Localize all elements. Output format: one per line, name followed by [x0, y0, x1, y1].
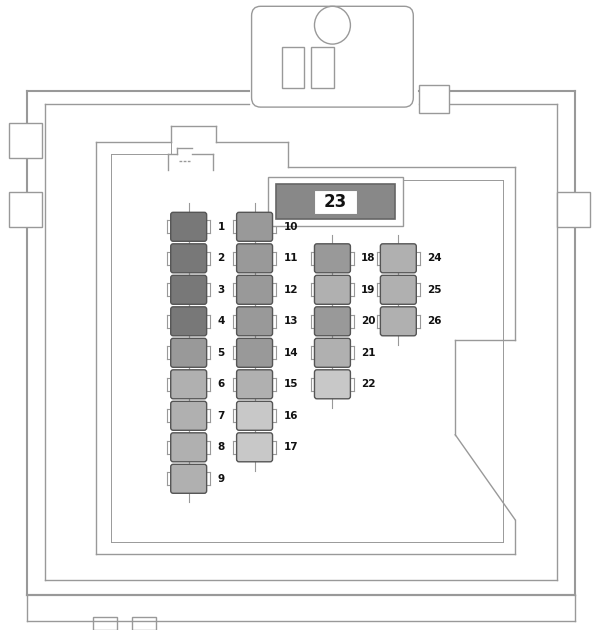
- Bar: [9, 123, 42, 158]
- Bar: [268, 176, 403, 226]
- Text: 9: 9: [217, 474, 225, 484]
- Bar: [93, 617, 117, 630]
- Text: 1: 1: [217, 222, 225, 232]
- Text: 18: 18: [361, 253, 376, 263]
- Text: 14: 14: [283, 348, 298, 358]
- FancyBboxPatch shape: [237, 338, 273, 367]
- FancyBboxPatch shape: [171, 338, 207, 367]
- FancyBboxPatch shape: [237, 275, 273, 304]
- FancyBboxPatch shape: [380, 275, 416, 304]
- FancyBboxPatch shape: [237, 212, 273, 241]
- FancyBboxPatch shape: [314, 275, 350, 304]
- FancyBboxPatch shape: [314, 307, 350, 336]
- FancyBboxPatch shape: [252, 6, 413, 107]
- Text: 22: 22: [361, 379, 376, 389]
- Text: 16: 16: [283, 411, 298, 421]
- FancyBboxPatch shape: [237, 433, 273, 462]
- Bar: [419, 85, 449, 113]
- FancyBboxPatch shape: [171, 244, 207, 273]
- FancyBboxPatch shape: [171, 401, 207, 430]
- FancyBboxPatch shape: [171, 464, 207, 493]
- Text: 17: 17: [283, 442, 298, 452]
- Bar: [282, 47, 304, 88]
- FancyBboxPatch shape: [237, 370, 273, 399]
- Text: 13: 13: [283, 316, 298, 326]
- FancyBboxPatch shape: [237, 244, 273, 273]
- Text: 5: 5: [217, 348, 225, 358]
- Text: 6: 6: [217, 379, 225, 389]
- Text: 11: 11: [283, 253, 298, 263]
- Text: 25: 25: [427, 285, 441, 295]
- Text: 19: 19: [361, 285, 376, 295]
- Circle shape: [314, 6, 350, 44]
- FancyBboxPatch shape: [314, 244, 350, 273]
- Text: 21: 21: [361, 348, 376, 358]
- Text: 3: 3: [217, 285, 225, 295]
- Text: 15: 15: [283, 379, 298, 389]
- FancyBboxPatch shape: [314, 370, 350, 399]
- Bar: [314, 190, 357, 214]
- Text: 2: 2: [217, 253, 225, 263]
- FancyBboxPatch shape: [171, 212, 207, 241]
- FancyBboxPatch shape: [171, 275, 207, 304]
- Text: 8: 8: [217, 442, 225, 452]
- FancyBboxPatch shape: [171, 433, 207, 462]
- FancyBboxPatch shape: [237, 401, 273, 430]
- Text: 20: 20: [361, 316, 376, 326]
- Text: 7: 7: [217, 411, 225, 421]
- FancyBboxPatch shape: [171, 370, 207, 399]
- Text: 12: 12: [283, 285, 298, 295]
- Text: 10: 10: [283, 222, 298, 232]
- FancyBboxPatch shape: [380, 307, 416, 336]
- Bar: [311, 47, 334, 88]
- Text: 26: 26: [427, 316, 441, 326]
- Bar: [9, 192, 42, 227]
- Bar: [276, 184, 395, 219]
- Text: 23: 23: [324, 193, 347, 210]
- FancyBboxPatch shape: [171, 307, 207, 336]
- Bar: [557, 192, 590, 227]
- FancyBboxPatch shape: [314, 338, 350, 367]
- FancyBboxPatch shape: [237, 307, 273, 336]
- Text: 24: 24: [427, 253, 441, 263]
- FancyBboxPatch shape: [380, 244, 416, 273]
- Text: 4: 4: [217, 316, 225, 326]
- Bar: [132, 617, 156, 630]
